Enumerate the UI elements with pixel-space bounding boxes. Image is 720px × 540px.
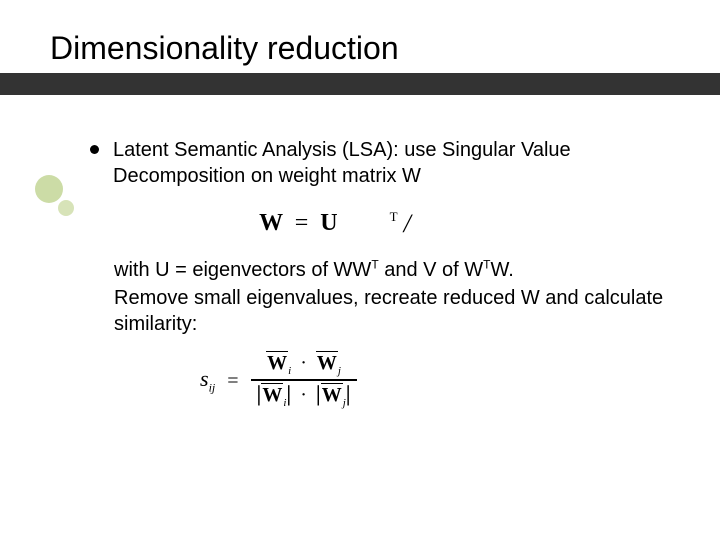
line1-sup1: T: [371, 258, 378, 272]
den-dot: ·: [296, 384, 311, 406]
num-sub-j: j: [338, 365, 341, 377]
similarity-formula: sij = Wi · Wj ||Wi|| · ||Wj||: [90, 337, 670, 411]
sim-s-sub: ij: [209, 381, 216, 395]
line1-sup2: T: [483, 258, 490, 272]
line1-pre: with U = eigenvectors of WW: [114, 259, 371, 281]
den-bar-r1: ||: [286, 383, 291, 405]
num-W1: W: [267, 352, 287, 374]
slide: Dimensionality reduction Latent Semantic…: [0, 0, 720, 540]
sim-eq: =: [225, 368, 240, 394]
after-formula-block: with U = eigenvectors of WWT and V of WT…: [90, 257, 670, 337]
svd-eq: =: [289, 210, 315, 236]
line1-post: W.: [491, 259, 514, 281]
bullet-item: Latent Semantic Analysis (LSA): use Sing…: [90, 137, 670, 189]
line1-mid: and V of W: [379, 259, 484, 281]
sim-s-letter: s: [200, 366, 209, 391]
slide-title: Dimensionality reduction: [50, 30, 670, 67]
num-sub-i: i: [288, 365, 291, 377]
bullet-text: Latent Semantic Analysis (LSA): use Sing…: [113, 137, 670, 189]
den-W2: W: [322, 384, 342, 406]
svd-sup-T: T: [390, 209, 398, 224]
num-dot: ·: [296, 352, 311, 374]
num-W2: W: [317, 352, 337, 374]
title-underline: [0, 73, 720, 95]
sim-denominator: ||Wi|| · ||Wj||: [251, 381, 357, 411]
den-bar-r2: ||: [346, 383, 351, 405]
svd-formula: W = U T /: [90, 205, 670, 239]
svd-W: W: [259, 210, 283, 236]
svd-U: U: [320, 210, 337, 236]
den-W1: W: [262, 384, 282, 406]
svd-slash: /: [404, 209, 411, 238]
sim-fraction: Wi · Wj ||Wi|| · ||Wj||: [251, 351, 357, 411]
sim-numerator: Wi · Wj: [260, 351, 347, 379]
title-wrap: Dimensionality reduction: [50, 30, 670, 67]
sim-s: sij: [200, 365, 215, 396]
after-line-2: Remove small eigenvalues, recreate reduc…: [114, 285, 670, 337]
bullet-dot-icon: [90, 145, 99, 154]
accent-circle-large: [35, 175, 63, 203]
after-line-1: with U = eigenvectors of WWT and V of WT…: [114, 257, 670, 283]
accent-circle-small: [58, 200, 74, 216]
content-area: Latent Semantic Analysis (LSA): use Sing…: [50, 95, 670, 411]
